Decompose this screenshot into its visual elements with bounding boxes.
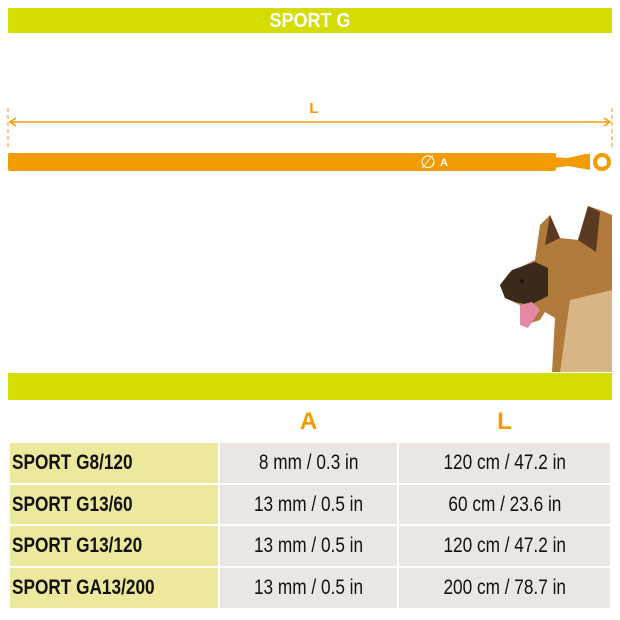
diameter-cell: 13 mm / 0.5 in <box>218 566 399 610</box>
dimension-arrows <box>8 117 612 127</box>
model-cell: SPORT G8/120 <box>8 441 220 485</box>
leash-diagram: L ∅ A <box>7 100 613 372</box>
table-row: SPORT G8/120 8 mm / 0.3 in 120 cm / 47.2… <box>8 441 612 485</box>
length-label: L <box>309 100 318 117</box>
table-header-row: A L <box>8 400 612 443</box>
header-model <box>8 400 220 443</box>
diameter-cell: 13 mm / 0.5 in <box>218 482 399 527</box>
page-title: SPORT G <box>8 8 612 33</box>
diameter-label: A <box>440 157 448 169</box>
table-row: SPORT G13/60 13 mm / 0.5 in 60 cm / 23.6… <box>8 482 612 527</box>
table-row: SPORT G13/120 13 mm / 0.5 in 120 cm / 47… <box>8 524 612 569</box>
diameter-symbol: ∅ <box>420 152 436 173</box>
table-row: SPORT GA13/200 13 mm / 0.5 in 200 cm / 7… <box>8 566 612 610</box>
leash-snap-hook <box>553 154 590 170</box>
length-cell: 120 cm / 47.2 in <box>397 441 612 485</box>
length-cell: 120 cm / 47.2 in <box>397 524 612 569</box>
model-cell: SPORT G13/60 <box>8 482 220 527</box>
header-a: A <box>218 400 399 443</box>
diameter-cell: 8 mm / 0.3 in <box>218 441 399 485</box>
leash-ring <box>597 157 607 167</box>
length-cell: 60 cm / 23.6 in <box>397 482 612 527</box>
model-cell: SPORT GA13/200 <box>8 566 220 610</box>
dog-image <box>500 206 612 372</box>
specs-table: A L SPORT G8/120 8 mm / 0.3 in 120 cm / … <box>8 400 612 610</box>
table-header-bar <box>8 373 612 400</box>
diameter-cell: 13 mm / 0.5 in <box>218 524 399 569</box>
model-cell: SPORT G13/120 <box>8 524 220 569</box>
header-l: L <box>397 400 612 443</box>
length-cell: 200 cm / 78.7 in <box>397 566 612 610</box>
leash-strap <box>8 153 556 171</box>
